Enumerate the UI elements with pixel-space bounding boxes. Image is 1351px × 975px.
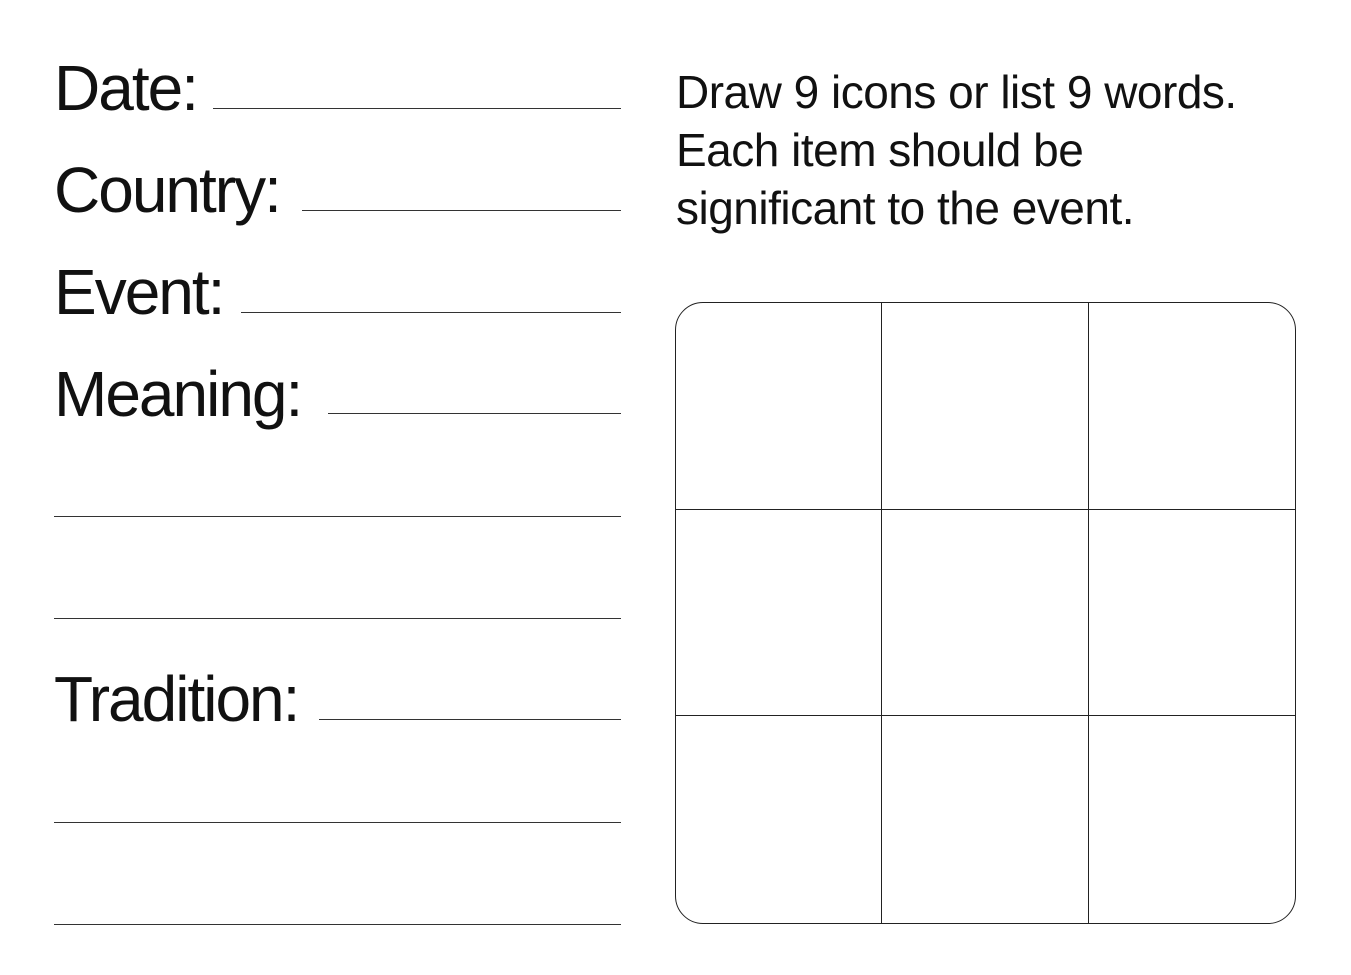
event-line[interactable]: [241, 312, 621, 313]
instructions-text: Draw 9 icons or list 9 words. Each item …: [676, 63, 1316, 237]
grid-cell[interactable]: [1088, 510, 1295, 717]
grid-cell[interactable]: [676, 303, 883, 510]
meaning-line[interactable]: [328, 413, 621, 414]
country-label: Country:: [54, 154, 282, 226]
instructions-line-1: Draw 9 icons or list 9 words.: [676, 66, 1237, 118]
icon-grid: [675, 302, 1296, 924]
tradition-extra-line-2[interactable]: [54, 924, 621, 925]
grid-cell[interactable]: [882, 716, 1089, 923]
grid-cell[interactable]: [676, 509, 883, 717]
event-label: Event:: [54, 256, 225, 328]
meaning-extra-line-1[interactable]: [54, 516, 621, 517]
grid-cell[interactable]: [882, 303, 1089, 510]
country-line[interactable]: [302, 210, 621, 211]
meaning-extra-line-2[interactable]: [54, 618, 621, 619]
grid-cell[interactable]: [1089, 716, 1295, 923]
grid-cell[interactable]: [1088, 303, 1295, 510]
tradition-extra-line-1[interactable]: [54, 822, 621, 823]
tradition-line[interactable]: [319, 719, 621, 720]
instructions-line-2: Each item should be: [676, 124, 1084, 176]
meaning-label: Meaning:: [54, 358, 303, 430]
tradition-label: Tradition:: [54, 663, 300, 735]
date-line[interactable]: [213, 108, 621, 109]
instructions-line-3: significant to the event.: [676, 182, 1135, 234]
grid-cell[interactable]: [676, 716, 883, 923]
date-label: Date:: [54, 52, 199, 124]
grid-cell[interactable]: [882, 509, 1089, 717]
